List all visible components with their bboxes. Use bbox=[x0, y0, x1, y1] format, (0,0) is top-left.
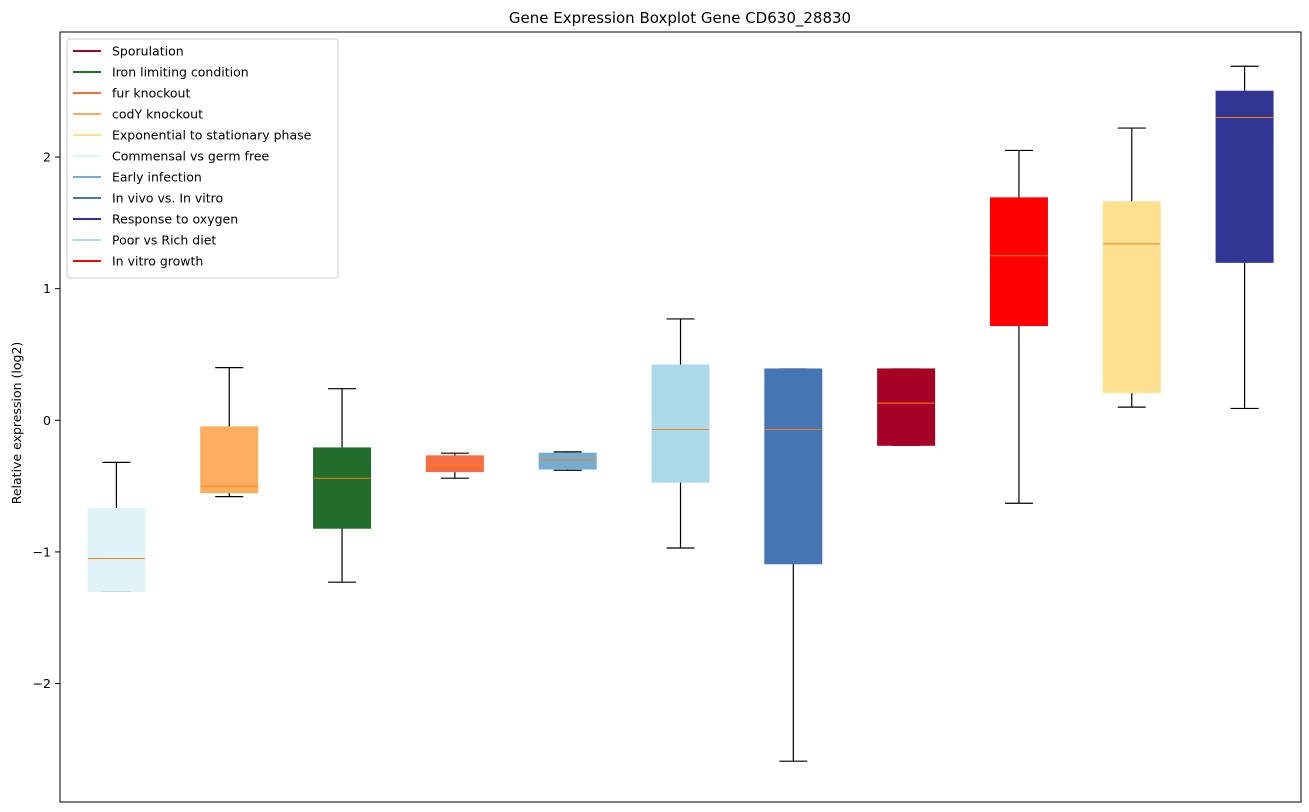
plot-frame bbox=[59, 31, 1302, 803]
legend-label: In vivo vs. In vitro bbox=[112, 191, 223, 206]
box-11 bbox=[1215, 65, 1274, 410]
legend-label: Early infection bbox=[112, 170, 202, 185]
box-2 bbox=[200, 367, 259, 498]
box-1 bbox=[87, 461, 146, 593]
box-body bbox=[651, 364, 710, 483]
box-3 bbox=[313, 388, 372, 583]
box-body bbox=[1102, 201, 1161, 394]
box-body bbox=[764, 368, 823, 565]
box-body bbox=[877, 368, 936, 446]
legend-label: Exponential to stationary phase bbox=[112, 128, 312, 143]
legend-entry: In vivo vs. In vitro bbox=[73, 191, 223, 206]
box-5 bbox=[538, 451, 597, 471]
y-axis-label: Relative expression (log2) bbox=[9, 342, 24, 505]
box-body bbox=[989, 197, 1048, 327]
box-body bbox=[200, 426, 259, 494]
legend-entry: Response to oxygen bbox=[73, 212, 238, 227]
legend-entry: Early infection bbox=[73, 170, 202, 185]
box-body bbox=[313, 447, 372, 529]
y-tick-label: −2 bbox=[33, 676, 51, 691]
legend-entry: codY knockout bbox=[73, 107, 203, 122]
box-4 bbox=[425, 452, 484, 479]
legend-label: Response to oxygen bbox=[112, 212, 238, 227]
legend-label: Poor vs Rich diet bbox=[112, 233, 216, 248]
box-8 bbox=[877, 368, 936, 446]
y-tick-label: 0 bbox=[43, 413, 51, 428]
legend-entry: Commensal vs germ free bbox=[73, 149, 269, 164]
legend-frame bbox=[66, 38, 339, 279]
legend-entry: Poor vs Rich diet bbox=[73, 233, 216, 248]
box-7 bbox=[764, 368, 823, 762]
legend-label: Sporulation bbox=[112, 44, 184, 59]
box-9 bbox=[989, 149, 1048, 504]
y-tick-label: 1 bbox=[43, 281, 51, 296]
legend-entry: fur knockout bbox=[73, 86, 190, 101]
box-body bbox=[425, 455, 484, 473]
plot-area: −2 −1 0 1 2 bbox=[33, 31, 1302, 803]
chart-title: Gene Expression Boxplot Gene CD630_28830 bbox=[509, 9, 851, 28]
legend-entry: In vitro growth bbox=[73, 254, 203, 269]
legend-label: In vitro growth bbox=[112, 254, 203, 269]
legend-label: fur knockout bbox=[112, 86, 190, 101]
y-tick-label: −1 bbox=[33, 544, 51, 559]
legend-label: Iron limiting condition bbox=[112, 65, 249, 80]
box-10 bbox=[1102, 127, 1161, 408]
box-body bbox=[1215, 90, 1274, 263]
legend-entry: Iron limiting condition bbox=[73, 65, 249, 80]
legend-entry: Sporulation bbox=[73, 44, 184, 59]
box-6 bbox=[651, 318, 710, 549]
legend-label: codY knockout bbox=[112, 107, 203, 122]
y-tick-label: 2 bbox=[43, 150, 51, 165]
legend: Sporulation Iron limiting condition fur kn… bbox=[66, 38, 339, 279]
legend-entry: Exponential to stationary phase bbox=[73, 128, 312, 143]
legend-label: Commensal vs germ free bbox=[112, 149, 269, 164]
box-body bbox=[87, 507, 146, 592]
box-body bbox=[538, 452, 597, 470]
